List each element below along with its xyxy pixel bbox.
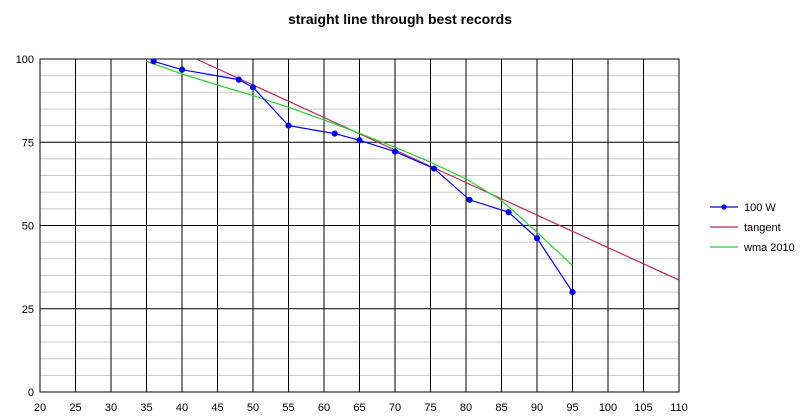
data-point [249,84,257,91]
x-tick-label: 85 [495,402,507,414]
x-tick-label: 35 [140,402,152,414]
x-tick-label: 90 [531,402,543,414]
x-tick-label: 100 [599,402,617,414]
data-point [285,122,292,129]
series-line-wma-2010 [146,60,573,266]
series-layer [146,58,680,296]
data-point [430,165,438,172]
x-tick-label: 20 [34,402,46,414]
x-tick-label: 50 [247,402,259,414]
data-point [356,137,363,144]
x-tick-label: 105 [634,402,652,414]
x-tick-label: 70 [389,402,401,414]
y-tick-label: 25 [22,304,34,316]
legend-label: wma 2010 [743,242,795,254]
x-tick-label: 55 [282,402,294,414]
data-point [178,66,186,73]
data-point [331,130,338,137]
x-tick-label: 60 [318,402,330,414]
data-point [505,209,512,216]
chart-title: straight line through best records [288,11,512,27]
data-point [569,289,576,296]
y-tick-label: 50 [22,221,34,233]
y-tick-label: 0 [28,387,34,399]
grid [39,58,680,393]
x-tick-label: 45 [211,402,223,414]
data-point [150,58,157,65]
legend-marker [721,204,727,210]
tick-labels: 0 25 50 75 100 20 25 30 35 40 45 50 55 60 65 70 75 80 85 90… [16,54,688,414]
data-point [533,235,541,242]
legend: 100 W tangent wma 2010 [710,202,795,254]
x-tick-label: 80 [460,402,472,414]
series-line-tangent [195,58,680,281]
legend-label: 100 W [744,202,776,214]
plot-border [39,58,680,393]
x-tick-label: 40 [176,402,188,414]
x-tick-label: 30 [105,402,117,414]
data-point [391,148,399,155]
x-tick-label: 75 [424,402,436,414]
x-tick-label: 25 [69,402,81,414]
legend-label: tangent [744,222,781,234]
x-tick-label: 65 [353,402,365,414]
x-tick-label: 110 [670,402,688,414]
data-point [235,76,242,83]
x-tick-label: 95 [566,402,578,414]
y-tick-label: 100 [16,54,34,66]
data-point [466,196,473,203]
y-tick-label: 75 [22,137,34,149]
